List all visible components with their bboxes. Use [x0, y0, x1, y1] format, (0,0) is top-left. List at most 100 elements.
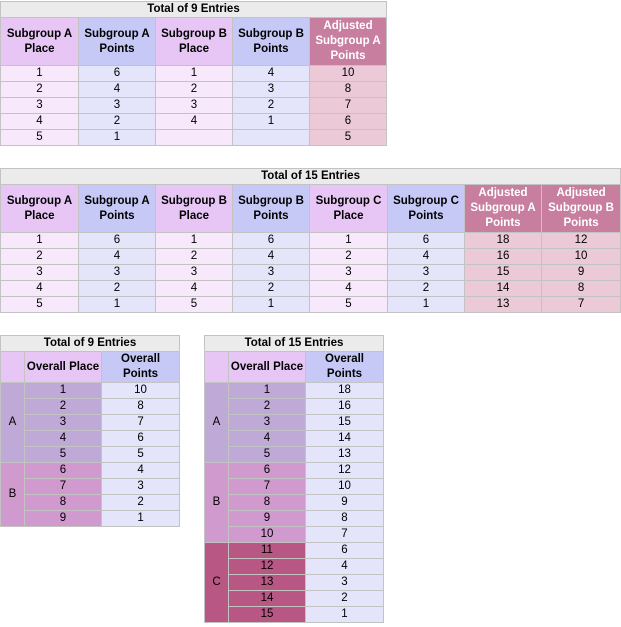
- table-cell: 6: [308, 113, 388, 130]
- table-cell: 7: [540, 296, 621, 313]
- column-header: Overall Points: [305, 351, 384, 383]
- overall-place-cell: 11: [228, 542, 306, 559]
- table-cell: 6: [78, 232, 156, 249]
- overall-points-cell: 7: [100, 414, 181, 431]
- overall-place-cell: 3: [228, 414, 306, 431]
- column-header: Subgroup A Points: [78, 184, 156, 233]
- table-cell: 1: [0, 232, 79, 249]
- column-header: Overall Points: [100, 351, 181, 383]
- group-label: A: [0, 382, 25, 463]
- table-row: A 1 18: [204, 382, 384, 463]
- overall-place-cell: 9: [24, 510, 102, 527]
- table-caption: Total of 15 Entries: [0, 168, 621, 185]
- group-label: B: [0, 462, 25, 527]
- table-row: 5 1 5 1 5 1 13 7: [0, 296, 621, 313]
- overall-place-cell: 5: [24, 446, 102, 463]
- table-row: 3 15: [205, 414, 384, 431]
- overall-points-cell: 12: [305, 462, 384, 479]
- table-cell: 8: [308, 81, 388, 98]
- overall-place-cell: 4: [24, 430, 102, 447]
- overall-points-cell: 14: [305, 430, 384, 447]
- table-cell: 4: [78, 81, 156, 98]
- table-cell: 4: [232, 65, 310, 82]
- table-cell: 1: [155, 232, 233, 249]
- overall-points-cell: 6: [100, 430, 181, 447]
- table-cell: 3: [232, 264, 310, 281]
- column-header: Subgroup C Place: [309, 184, 388, 233]
- overall-points-cell: 7: [305, 526, 384, 543]
- column-header: Overall Place: [24, 351, 102, 383]
- table-row: C 11 6: [204, 542, 384, 623]
- table-cell: 15: [464, 264, 542, 281]
- table-cell: 5: [308, 129, 388, 146]
- table-15-entries-overall: Total of 15 Entries Overall Place Overal…: [204, 335, 384, 623]
- column-header: Adjusted Subgroup A Points: [308, 17, 388, 66]
- table-cell: 2: [78, 113, 156, 130]
- table-cell: 2: [0, 81, 79, 98]
- overall-points-cell: 2: [305, 590, 384, 607]
- column-header: Adjusted Subgroup A Points: [464, 184, 542, 233]
- overall-points-cell: 6: [305, 542, 384, 559]
- table-row: B 6 12: [204, 462, 384, 543]
- table-row: 5 13: [205, 446, 384, 463]
- overall-points-cell: 4: [100, 462, 181, 479]
- group-label: B: [204, 462, 229, 543]
- overall-points-cell: 18: [305, 382, 384, 399]
- table-cell: 1: [78, 129, 156, 146]
- overall-points-cell: 15: [305, 414, 384, 431]
- table-cell: [232, 129, 310, 146]
- overall-points-cell: 8: [305, 510, 384, 527]
- overall-place-cell: 6: [24, 462, 102, 479]
- table-row: 7 10: [205, 478, 384, 495]
- overall-place-cell: 13: [228, 574, 306, 591]
- overall-points-cell: 13: [305, 446, 384, 463]
- overall-points-cell: 4: [305, 558, 384, 575]
- table-caption: Total of 9 Entries: [0, 335, 181, 352]
- column-header: Subgroup B Points: [232, 184, 310, 233]
- overall-points-cell: 3: [100, 478, 181, 495]
- table-cell: 18: [464, 232, 542, 249]
- overall-place-cell: 2: [228, 398, 306, 415]
- table-cell: 1: [0, 65, 79, 82]
- overall-place-cell: 15: [228, 606, 306, 623]
- table-cell: 6: [78, 65, 156, 82]
- overall-points-cell: 3: [305, 574, 384, 591]
- group-header-blank: [204, 351, 229, 383]
- overall-place-cell: 4: [228, 430, 306, 447]
- table-caption: Total of 15 Entries: [204, 335, 384, 352]
- overall-place-cell: 3: [24, 414, 102, 431]
- column-header: Adjusted Subgroup B Points: [540, 184, 621, 233]
- table-9-entries-overall: Total of 9 Entries Overall Place Overall…: [0, 335, 181, 527]
- table-caption: Total of 9 Entries: [0, 1, 388, 18]
- table-cell: 1: [232, 296, 310, 313]
- table-cell: 10: [308, 65, 388, 82]
- column-header: Subgroup A Place: [0, 17, 79, 66]
- overall-place-cell: 8: [24, 494, 102, 511]
- table-cell: 4: [0, 113, 79, 130]
- group-label: C: [204, 542, 229, 623]
- table-cell: 2: [387, 280, 465, 297]
- table-cell: 16: [464, 248, 542, 265]
- table-row: 10 7: [205, 526, 384, 543]
- table-cell: 2: [309, 248, 388, 265]
- column-header: Subgroup B Place: [155, 17, 233, 66]
- table-cell: 14: [464, 280, 542, 297]
- overall-place-cell: 9: [228, 510, 306, 527]
- column-header: Overall Place: [228, 351, 306, 383]
- overall-place-cell: 2: [24, 398, 102, 415]
- table-cell: 4: [387, 248, 465, 265]
- table-cell: 2: [155, 248, 233, 265]
- overall-place-cell: 12: [228, 558, 306, 575]
- table-cell: 3: [78, 97, 156, 114]
- overall-points-cell: 8: [100, 398, 181, 415]
- overall-place-cell: 6: [228, 462, 306, 479]
- table-cell: 4: [0, 280, 79, 297]
